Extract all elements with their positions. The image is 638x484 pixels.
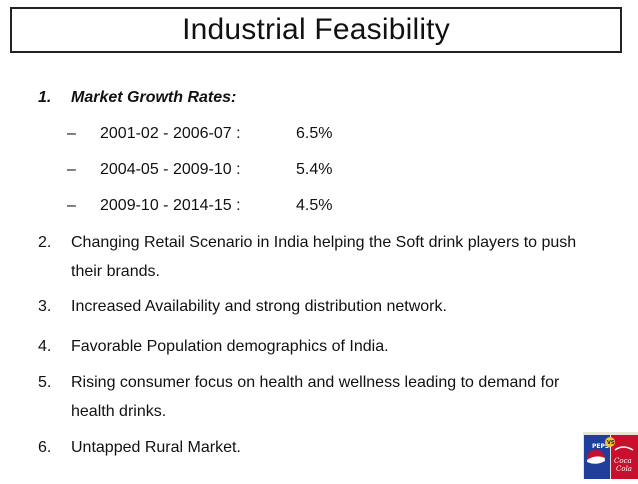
svg-text:VS: VS xyxy=(607,440,615,446)
list-number: 1. xyxy=(38,89,52,106)
pepsi-vs-coca-cola-logo: PEPSI Coca Cola VS xyxy=(583,432,638,479)
list-text-line: health drinks. xyxy=(71,403,167,420)
year-range: 2001-02 - 2006-07 : xyxy=(100,125,241,142)
title-box: Industrial Feasibility xyxy=(10,7,622,53)
list-text-line: Untapped Rural Market. xyxy=(71,439,241,456)
list-number: 3. xyxy=(38,298,52,315)
growth-value: 4.5% xyxy=(296,197,333,214)
list-number: 5. xyxy=(38,374,52,391)
dash-bullet: – xyxy=(67,125,76,142)
list-number: 4. xyxy=(38,338,52,355)
dash-bullet: – xyxy=(67,161,76,178)
year-range: 2009-10 - 2014-15 : xyxy=(100,197,241,214)
svg-text:Coca: Coca xyxy=(614,457,632,465)
list-text-line: their brands. xyxy=(71,263,160,280)
list-text-line: Favorable Population demographics of Ind… xyxy=(71,338,389,355)
list-text-line: Changing Retail Scenario in India helpin… xyxy=(71,234,577,251)
list-number: 2. xyxy=(38,234,52,251)
svg-text:Cola: Cola xyxy=(616,465,632,473)
list-text-line: Increased Availability and strong distri… xyxy=(71,298,447,315)
year-range: 2004-05 - 2009-10 : xyxy=(100,161,241,178)
growth-value: 5.4% xyxy=(296,161,333,178)
list-text-line: Rising consumer focus on health and well… xyxy=(71,374,560,391)
svg-text:PEPSI: PEPSI xyxy=(592,443,611,450)
slide-title: Industrial Feasibility xyxy=(182,13,450,46)
growth-value: 6.5% xyxy=(296,125,333,142)
list-heading: Market Growth Rates: xyxy=(71,89,237,106)
list-number: 6. xyxy=(38,439,52,456)
dash-bullet: – xyxy=(67,197,76,214)
